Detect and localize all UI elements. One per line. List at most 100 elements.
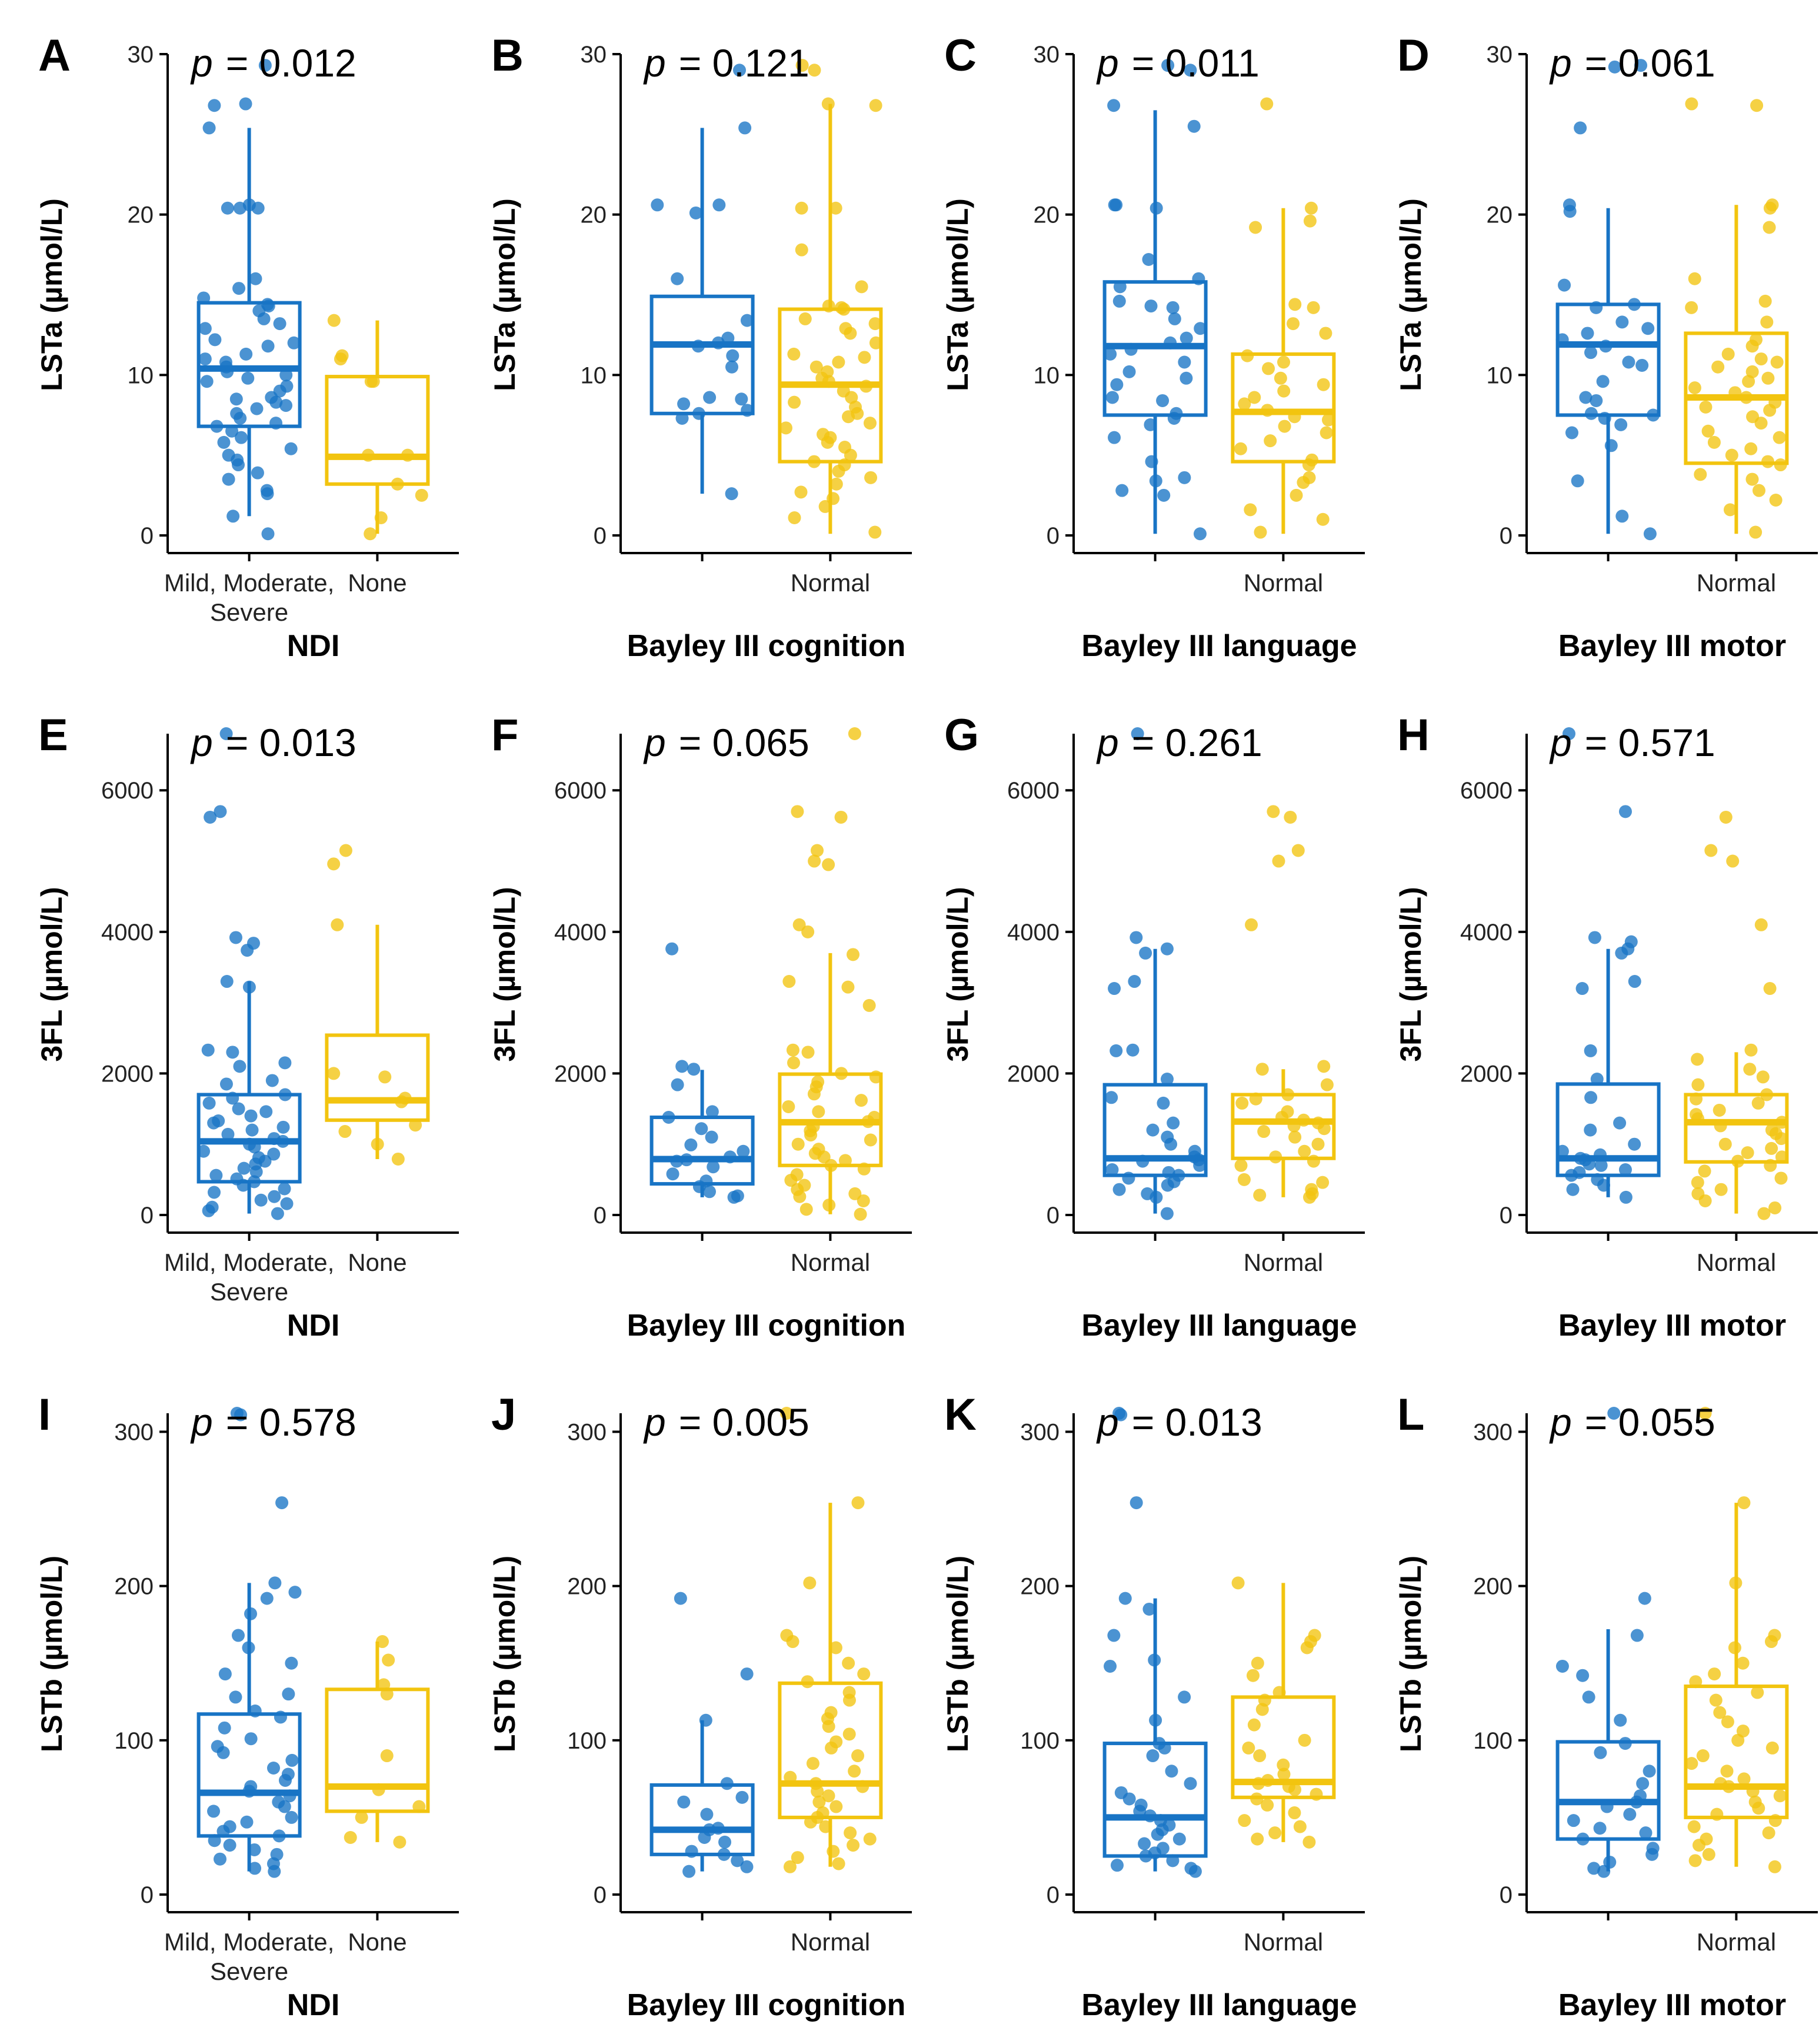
- p-value: = 0.055: [1585, 1400, 1715, 1444]
- data-point: [1630, 1629, 1644, 1642]
- data-point: [827, 1845, 840, 1858]
- data-point: [1613, 1116, 1627, 1130]
- p-symbol: p: [190, 1400, 213, 1444]
- x-category-label: Normal: [1697, 1249, 1776, 1276]
- data-point: [219, 727, 233, 740]
- box-group-2: [778, 1503, 883, 1867]
- data-point: [1754, 352, 1768, 366]
- data-point: [1291, 844, 1305, 857]
- data-point: [822, 299, 835, 313]
- data-point: [1193, 527, 1207, 541]
- data-point: [1762, 1826, 1775, 1840]
- data-point: [1297, 476, 1310, 490]
- data-point: [827, 492, 840, 505]
- data-point: [1287, 317, 1300, 331]
- y-axis-label: 3FL (µmol/L): [488, 887, 521, 1061]
- data-point: [216, 1746, 230, 1759]
- data-point: [220, 975, 234, 988]
- data-point: [1105, 391, 1119, 404]
- data-point: [1104, 1659, 1117, 1673]
- data-point: [1160, 942, 1174, 956]
- data-point: [811, 1785, 824, 1798]
- data-point: [1768, 1201, 1782, 1214]
- y-tick-label: 20: [1487, 202, 1513, 228]
- data-point: [1115, 484, 1129, 497]
- data-point: [1707, 435, 1721, 449]
- data-point: [822, 858, 835, 871]
- data-point: [691, 339, 705, 353]
- data-point: [783, 1860, 797, 1873]
- data-point: [1146, 1123, 1160, 1137]
- data-point: [782, 1100, 795, 1113]
- data-point: [848, 1765, 861, 1778]
- data-point: [282, 1687, 295, 1701]
- data-point: [1267, 805, 1280, 818]
- data-point: [692, 1180, 706, 1193]
- data-point: [1701, 424, 1715, 438]
- p-value-annotation: p = 0.005: [643, 1400, 809, 1444]
- data-point: [221, 201, 234, 215]
- data-point: [1720, 1765, 1734, 1778]
- panel-letter: G: [944, 710, 979, 760]
- data-point: [1302, 1835, 1316, 1849]
- data-point: [718, 1835, 732, 1849]
- data-point: [1607, 1407, 1621, 1420]
- data-point: [832, 355, 845, 369]
- p-value: = 0.013: [1132, 1400, 1262, 1444]
- data-point: [242, 980, 256, 994]
- data-point: [223, 1839, 236, 1852]
- y-axis-label: LSTa (µmol/L): [488, 198, 521, 391]
- data-point: [1161, 59, 1175, 72]
- data-point: [1615, 510, 1629, 523]
- data-point: [285, 1810, 298, 1824]
- data-point: [808, 854, 821, 868]
- data-point: [242, 1785, 256, 1798]
- data-point: [1713, 1706, 1727, 1719]
- panel-e: E 0 2000 4000 6000 3FL (µmol/L) Mild, Moderate…: [35, 710, 459, 1343]
- data-point: [738, 121, 752, 135]
- data-point: [1110, 1859, 1124, 1872]
- data-point: [1636, 1777, 1650, 1790]
- data-point: [1627, 298, 1641, 311]
- data-point: [1750, 99, 1764, 112]
- data-point: [720, 1777, 734, 1790]
- y-tick-label: 30: [1034, 42, 1060, 68]
- data-point: [1590, 301, 1603, 314]
- data-point: [741, 404, 754, 417]
- data-point: [1108, 431, 1121, 444]
- data-point: [1691, 1112, 1705, 1126]
- data-point: [1615, 315, 1629, 329]
- data-point: [1262, 362, 1275, 375]
- data-point: [225, 424, 239, 438]
- data-point: [801, 1046, 815, 1059]
- data-point: [268, 1576, 282, 1590]
- data-point: [1754, 918, 1768, 931]
- data-point: [685, 1845, 698, 1858]
- data-point: [1635, 358, 1649, 372]
- data-point: [1104, 347, 1117, 361]
- data-point: [1150, 201, 1163, 215]
- data-point: [740, 1860, 754, 1873]
- data-point: [248, 1175, 261, 1189]
- p-value-annotation: p = 0.065: [643, 721, 809, 764]
- data-point: [1736, 1656, 1750, 1670]
- data-point: [1317, 1122, 1331, 1136]
- data-point: [695, 1122, 708, 1136]
- y-tick-label: 10: [1034, 362, 1060, 388]
- data-point: [1242, 1741, 1255, 1755]
- data-point: [1769, 494, 1783, 507]
- data-point: [1142, 253, 1155, 267]
- data-point: [198, 322, 212, 335]
- data-point: [869, 99, 882, 112]
- y-tick-label: 2000: [101, 1061, 154, 1087]
- data-point: [812, 1795, 826, 1809]
- data-point: [1691, 1078, 1705, 1091]
- data-point: [1166, 301, 1180, 314]
- data-point: [1628, 1137, 1641, 1151]
- data-point: [795, 243, 808, 257]
- data-point: [737, 1144, 750, 1158]
- panel-f: F 0 2000 4000 6000 3FL (µmol/L) Normal Bayley I…: [488, 710, 912, 1343]
- data-point: [401, 448, 414, 462]
- p-symbol: p: [1549, 41, 1572, 85]
- data-point: [1731, 1154, 1745, 1168]
